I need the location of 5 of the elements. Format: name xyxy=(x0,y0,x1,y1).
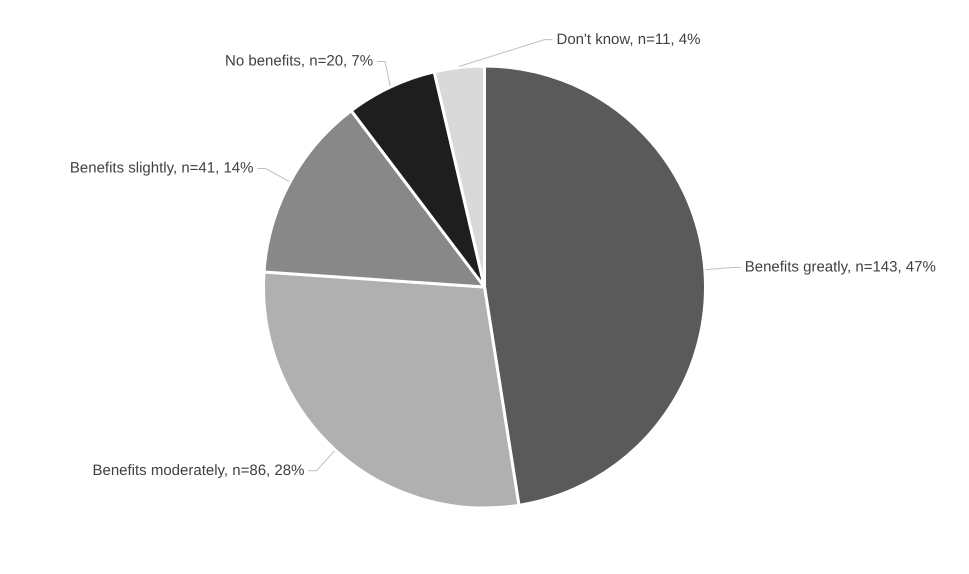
slice-label: Benefits greatly, n=143, 47% xyxy=(744,258,936,276)
slice-label: Benefits moderately, n=86, 28% xyxy=(92,462,304,479)
slice-label: Don't know, n=11, 4% xyxy=(556,30,700,48)
slice-label: Benefits slightly, n=41, 14% xyxy=(70,160,254,177)
slice-label: No benefits, n=20, 7% xyxy=(225,52,374,70)
